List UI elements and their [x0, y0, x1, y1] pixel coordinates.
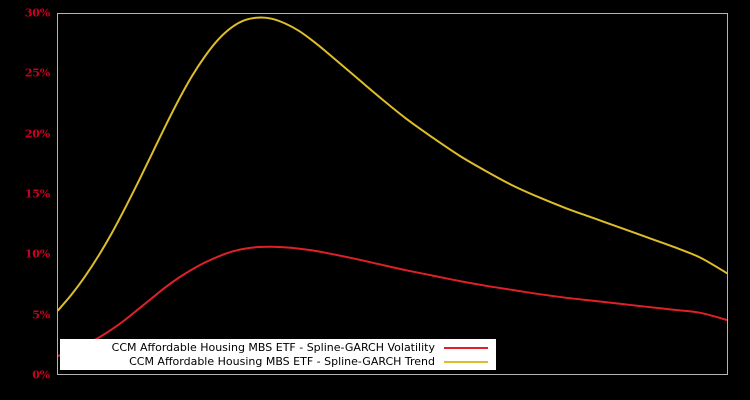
legend-item[interactable]: CCM Affordable Housing MBS ETF - Spline-… [60, 341, 492, 355]
y-axis-tick-labels: 30% 25% 20% 15% 10% 5% 0% [0, 0, 50, 400]
chart-legend: CCM Affordable Housing MBS ETF - Spline-… [60, 339, 496, 370]
plot-area [57, 13, 728, 375]
y-axis-tick-10: 10% [24, 247, 50, 261]
series-line-volatility [58, 245, 727, 357]
series-line-trend [58, 16, 727, 312]
y-axis-tick-25: 25% [24, 66, 50, 80]
y-axis-tick-0: 0% [32, 368, 50, 382]
legend-item[interactable]: CCM Affordable Housing MBS ETF - Spline-… [60, 355, 492, 369]
legend-item-label: CCM Affordable Housing MBS ETF - Spline-… [129, 354, 435, 368]
legend-color-swatch [444, 360, 488, 363]
series-lines [58, 16, 727, 357]
y-axis-tick-15: 15% [24, 187, 50, 201]
y-axis-tick-20: 20% [24, 127, 50, 141]
y-axis-tick-5: 5% [32, 308, 50, 322]
y-axis-tick-30: 30% [24, 6, 50, 20]
legend-color-swatch [444, 346, 488, 349]
legend-item-label: CCM Affordable Housing MBS ETF - Spline-… [111, 340, 435, 354]
